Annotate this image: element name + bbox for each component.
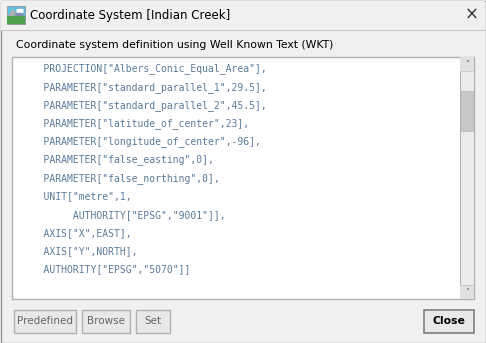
Text: ×: × [465, 6, 479, 24]
Polygon shape [8, 9, 18, 16]
Text: PARAMETER["false_northing",0],: PARAMETER["false_northing",0], [20, 173, 220, 184]
Text: AXIS["Y",NORTH],: AXIS["Y",NORTH], [20, 246, 138, 256]
FancyBboxPatch shape [460, 57, 474, 299]
Text: AXIS["X",EAST],: AXIS["X",EAST], [20, 228, 132, 238]
Text: Predefined: Predefined [17, 317, 73, 327]
Text: AUTHORITY["EPSG","5070"]]: AUTHORITY["EPSG","5070"]] [20, 264, 191, 274]
Text: AUTHORITY["EPSG","9001"]],: AUTHORITY["EPSG","9001"]], [20, 210, 226, 220]
Text: PARAMETER["longitude_of_center",-96],: PARAMETER["longitude_of_center",-96], [20, 137, 261, 147]
Text: PARAMETER["standard_parallel_1",29.5],: PARAMETER["standard_parallel_1",29.5], [20, 82, 267, 93]
FancyBboxPatch shape [461, 91, 473, 131]
Text: ˄: ˄ [465, 59, 469, 69]
Text: Browse: Browse [87, 317, 125, 327]
Text: PARAMETER["standard_parallel_2",45.5],: PARAMETER["standard_parallel_2",45.5], [20, 100, 267, 111]
FancyBboxPatch shape [7, 16, 25, 24]
FancyBboxPatch shape [17, 9, 23, 13]
FancyBboxPatch shape [1, 1, 485, 30]
Text: UNIT["metre",1,: UNIT["metre",1, [20, 191, 132, 201]
FancyBboxPatch shape [7, 6, 25, 24]
Text: Coordinate system definition using Well Known Text (WKT): Coordinate system definition using Well … [16, 40, 333, 50]
Text: Coordinate System [Indian Creek]: Coordinate System [Indian Creek] [30, 9, 230, 22]
Text: PARAMETER["false_easting",0],: PARAMETER["false_easting",0], [20, 155, 214, 165]
FancyBboxPatch shape [14, 310, 76, 333]
FancyBboxPatch shape [12, 57, 474, 299]
Polygon shape [14, 7, 24, 16]
FancyBboxPatch shape [460, 57, 474, 71]
Text: Close: Close [433, 317, 466, 327]
Text: PARAMETER["latitude_of_center",23],: PARAMETER["latitude_of_center",23], [20, 118, 249, 129]
Text: Set: Set [144, 317, 161, 327]
FancyBboxPatch shape [424, 310, 474, 333]
Text: ˅: ˅ [465, 287, 469, 296]
Text: PROJECTION["Albers_Conic_Equal_Area"],: PROJECTION["Albers_Conic_Equal_Area"], [20, 63, 267, 74]
FancyBboxPatch shape [82, 310, 130, 333]
FancyBboxPatch shape [460, 285, 474, 299]
FancyBboxPatch shape [136, 310, 170, 333]
